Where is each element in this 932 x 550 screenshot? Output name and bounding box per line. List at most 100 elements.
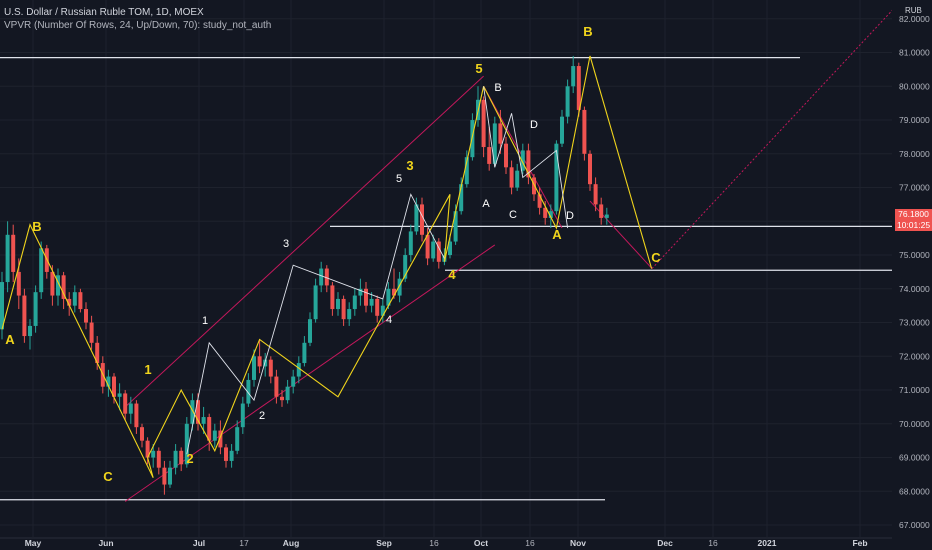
correction-wave-line (483, 55, 653, 269)
wave-label: A (482, 198, 490, 210)
candle-body (22, 295, 27, 337)
candle-body (285, 386, 290, 401)
candle-body (252, 356, 256, 380)
candle-body (28, 325, 32, 337)
wave-label: 1 (202, 315, 208, 327)
time-tick-label: Jul (193, 538, 205, 548)
candle-body (140, 427, 144, 441)
wave-label: 5 (475, 61, 482, 76)
candle-body (431, 241, 436, 259)
candle-body (526, 150, 531, 178)
bar-countdown: 10:01:25 (895, 220, 932, 231)
candle-body (201, 417, 206, 424)
candle-body (599, 204, 604, 218)
candle-body (0, 282, 4, 330)
time-tick-label: 17 (239, 538, 249, 548)
candle-body (459, 184, 464, 212)
candle-body (117, 393, 122, 397)
price-tick-label: 74.0000 (899, 284, 930, 294)
candle-body (369, 298, 374, 306)
time-tick-label: May (25, 538, 42, 548)
candle-body (403, 255, 408, 279)
candle-body (336, 298, 340, 310)
wave-label: C (103, 469, 113, 484)
candle-body (128, 403, 133, 414)
indicator-legend[interactable]: VPVR (Number Of Rows, 24, Up/Down, 70): … (4, 20, 272, 31)
candle-body (436, 241, 441, 262)
candle-body (134, 403, 139, 428)
wave-label: D (566, 210, 574, 222)
candle-body (347, 309, 352, 320)
subwave-line (186, 193, 445, 455)
wave-label: B (32, 219, 41, 234)
time-tick-label: Aug (283, 538, 300, 548)
symbol-title: U.S. Dollar / Russian Ruble TOM, 1D, MOE… (4, 7, 204, 18)
candle-body (212, 430, 217, 441)
candle-body (397, 278, 402, 296)
candle-body (408, 231, 413, 256)
price-tick-label: 79.0000 (899, 115, 930, 125)
candle-body (72, 292, 77, 306)
candle-body (448, 241, 452, 256)
price-tick-label: 70.0000 (899, 419, 930, 429)
candle-body (302, 342, 307, 364)
time-tick-label: Nov (570, 538, 586, 548)
price-tick-label: 78.0000 (899, 149, 930, 159)
candle-body (464, 157, 469, 185)
candle-body (11, 234, 16, 272)
candle-body (33, 292, 38, 326)
candle-body (565, 86, 570, 117)
time-tick-label: Feb (852, 538, 867, 548)
candle-body (145, 440, 150, 458)
wave-label: A (5, 332, 15, 347)
time-tick-label: 16 (525, 538, 535, 548)
candle-body (112, 376, 116, 397)
time-tick-label: Jun (98, 538, 113, 548)
candle-body (504, 143, 508, 168)
candle-body (296, 363, 301, 377)
candle-body (84, 309, 88, 323)
wave-label: A (552, 227, 562, 242)
candle-body (16, 271, 21, 296)
wave-label: 2 (186, 451, 193, 466)
candle-body (268, 359, 273, 377)
candle-body (386, 288, 391, 306)
subwave-correction-line (483, 86, 569, 229)
candle-body (218, 430, 223, 448)
candle-body (543, 207, 548, 218)
price-tick-label: 77.0000 (899, 183, 930, 193)
candle-body (106, 376, 111, 387)
wave-label: B (583, 24, 592, 39)
candle-body (560, 116, 564, 144)
candle-body (184, 423, 189, 465)
candle-body (364, 288, 368, 306)
candle-body (5, 234, 10, 283)
candle-body (537, 194, 542, 208)
currency-label: RUB (905, 6, 922, 15)
candle-body (509, 167, 514, 188)
price-tick-label: 71.0000 (899, 385, 930, 395)
candle-body (593, 184, 598, 205)
candle-body (151, 450, 156, 458)
projection-up-line (651, 1, 901, 269)
candle-body (492, 123, 497, 164)
candle-body (520, 150, 525, 171)
candle-body (588, 153, 592, 185)
price-tick-label: 81.0000 (899, 48, 930, 58)
candle-body (257, 356, 262, 367)
candle-body (274, 376, 279, 397)
candle-body (341, 298, 346, 320)
time-tick-label: 16 (429, 538, 439, 548)
candle-body (235, 427, 240, 451)
candle-body (224, 447, 228, 461)
price-tick-label: 75.0000 (899, 250, 930, 260)
candle-body (425, 234, 430, 259)
candle-body (78, 292, 83, 310)
wave-label: 2 (259, 410, 265, 422)
impulse-wave-line (1, 86, 485, 479)
candle-body (375, 298, 380, 316)
candle-body (56, 275, 60, 296)
candle-body (291, 376, 296, 387)
candle-body (571, 66, 576, 87)
